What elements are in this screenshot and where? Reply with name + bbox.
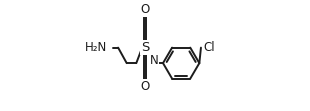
Text: O: O bbox=[140, 80, 149, 93]
Text: H: H bbox=[150, 59, 158, 70]
Text: N: N bbox=[149, 55, 158, 67]
Text: S: S bbox=[141, 41, 149, 54]
Text: H₂N: H₂N bbox=[85, 41, 108, 54]
Text: Cl: Cl bbox=[203, 41, 215, 54]
Text: O: O bbox=[140, 3, 149, 16]
